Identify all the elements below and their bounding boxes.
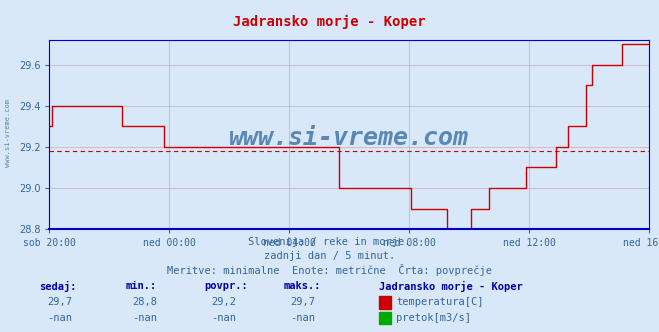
Text: 29,7: 29,7 — [47, 297, 72, 307]
Text: pretok[m3/s]: pretok[m3/s] — [396, 313, 471, 323]
Text: -nan: -nan — [132, 313, 158, 323]
Text: 28,8: 28,8 — [132, 297, 158, 307]
Text: -nan: -nan — [212, 313, 237, 323]
Text: povpr.:: povpr.: — [204, 281, 248, 290]
Text: www.si-vreme.com: www.si-vreme.com — [5, 99, 11, 167]
Text: Jadransko morje - Koper: Jadransko morje - Koper — [233, 15, 426, 29]
Text: maks.:: maks.: — [283, 281, 321, 290]
Text: -nan: -nan — [291, 313, 316, 323]
Text: www.si-vreme.com: www.si-vreme.com — [229, 126, 469, 150]
Text: temperatura[C]: temperatura[C] — [396, 297, 484, 307]
Text: zadnji dan / 5 minut.: zadnji dan / 5 minut. — [264, 251, 395, 261]
Text: Jadransko morje - Koper: Jadransko morje - Koper — [379, 281, 523, 291]
Text: sedaj:: sedaj: — [40, 281, 77, 291]
Text: 29,7: 29,7 — [291, 297, 316, 307]
Text: 29,2: 29,2 — [212, 297, 237, 307]
Text: min.:: min.: — [125, 281, 156, 290]
Text: Slovenija / reke in morje.: Slovenija / reke in morje. — [248, 237, 411, 247]
Text: -nan: -nan — [47, 313, 72, 323]
Text: Meritve: minimalne  Enote: metrične  Črta: povprečje: Meritve: minimalne Enote: metrične Črta:… — [167, 264, 492, 276]
